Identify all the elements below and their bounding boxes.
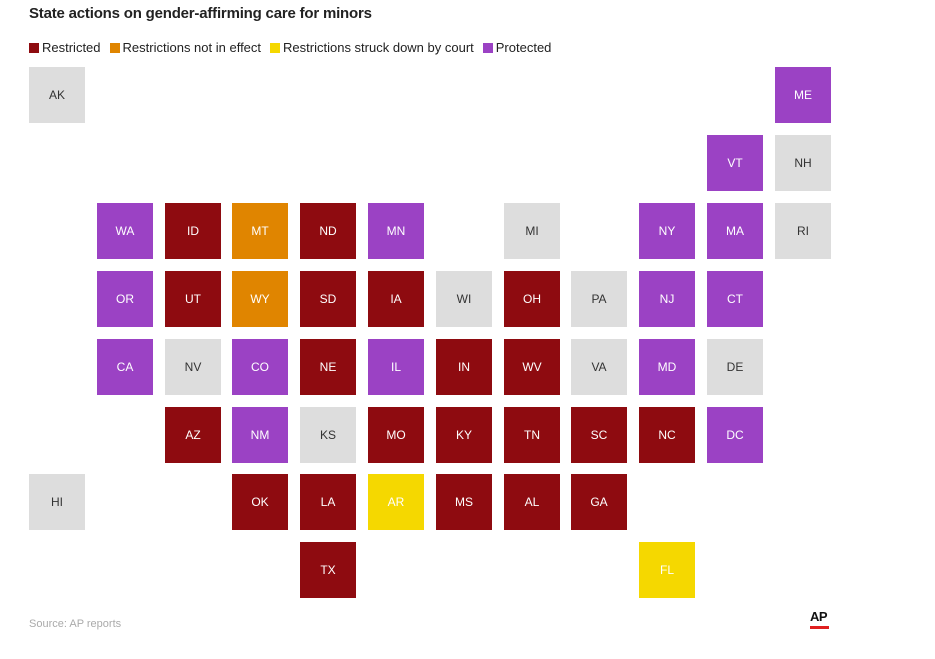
state-tile-mi: MI	[504, 203, 560, 259]
state-tile-de: DE	[707, 339, 763, 395]
state-tile-ca: CA	[97, 339, 153, 395]
state-tile-nh: NH	[775, 135, 831, 191]
ap-logo: AP	[810, 609, 828, 624]
state-tile-tx: TX	[300, 542, 356, 598]
state-tile-ky: KY	[436, 407, 492, 463]
state-tile-dc: DC	[707, 407, 763, 463]
legend-swatch-protected	[482, 42, 493, 53]
state-tile-ak: AK	[29, 67, 85, 123]
state-tile-ok: OK	[232, 474, 288, 530]
state-tile-ct: CT	[707, 271, 763, 327]
state-tile-in: IN	[436, 339, 492, 395]
state-tile-or: OR	[97, 271, 153, 327]
legend-label-struck-down: Restrictions struck down by court	[283, 40, 474, 55]
state-tile-sc: SC	[571, 407, 627, 463]
state-tile-fl: FL	[639, 542, 695, 598]
state-tile-wy: WY	[232, 271, 288, 327]
state-tile-va: VA	[571, 339, 627, 395]
state-tile-mo: MO	[368, 407, 424, 463]
legend: Restricted Restrictions not in effect Re…	[29, 40, 560, 55]
legend-label-protected: Protected	[495, 40, 552, 55]
map-title: State actions on gender-affirming care f…	[29, 5, 372, 22]
state-tile-pa: PA	[571, 271, 627, 327]
legend-item-restricted: Restricted	[29, 40, 101, 55]
state-tile-wv: WV	[504, 339, 560, 395]
state-tile-ks: KS	[300, 407, 356, 463]
legend-swatch-not-in-effect	[109, 42, 120, 53]
legend-swatch-restricted	[29, 42, 39, 53]
state-tile-mn: MN	[368, 203, 424, 259]
state-tile-wa: WA	[97, 203, 153, 259]
ap-logo-underline	[810, 626, 829, 629]
state-tile-la: LA	[300, 474, 356, 530]
state-tile-co: CO	[232, 339, 288, 395]
state-tile-wi: WI	[436, 271, 492, 327]
state-tile-ri: RI	[775, 203, 831, 259]
legend-label-not-in-effect: Restrictions not in effect	[122, 40, 262, 55]
state-tile-hi: HI	[29, 474, 85, 530]
state-tile-mt: MT	[232, 203, 288, 259]
state-tile-me: ME	[775, 67, 831, 123]
state-tile-ia: IA	[368, 271, 424, 327]
state-tile-ga: GA	[571, 474, 627, 530]
state-tile-az: AZ	[165, 407, 221, 463]
legend-item-protected: Protected	[482, 40, 552, 55]
state-tile-il: IL	[368, 339, 424, 395]
state-tile-nv: NV	[165, 339, 221, 395]
state-tile-sd: SD	[300, 271, 356, 327]
state-tile-ne: NE	[300, 339, 356, 395]
state-tile-ut: UT	[165, 271, 221, 327]
state-tile-ny: NY	[639, 203, 695, 259]
state-tile-oh: OH	[504, 271, 560, 327]
legend-item-struck-down: Restrictions struck down by court	[270, 40, 474, 55]
state-tile-md: MD	[639, 339, 695, 395]
state-tile-nj: NJ	[639, 271, 695, 327]
state-tile-nm: NM	[232, 407, 288, 463]
state-tile-ar: AR	[368, 474, 424, 530]
state-tile-tn: TN	[504, 407, 560, 463]
source-note: Source: AP reports	[29, 618, 122, 630]
state-tile-ma: MA	[707, 203, 763, 259]
state-tile-id: ID	[165, 203, 221, 259]
legend-item-not-in-effect: Restrictions not in effect	[109, 40, 262, 55]
state-tile-vt: VT	[707, 135, 763, 191]
state-tile-nd: ND	[300, 203, 356, 259]
state-tile-ms: MS	[436, 474, 492, 530]
state-tile-al: AL	[504, 474, 560, 530]
legend-label-restricted: Restricted	[42, 40, 101, 55]
legend-swatch-struck-down	[270, 42, 281, 53]
state-tile-nc: NC	[639, 407, 695, 463]
